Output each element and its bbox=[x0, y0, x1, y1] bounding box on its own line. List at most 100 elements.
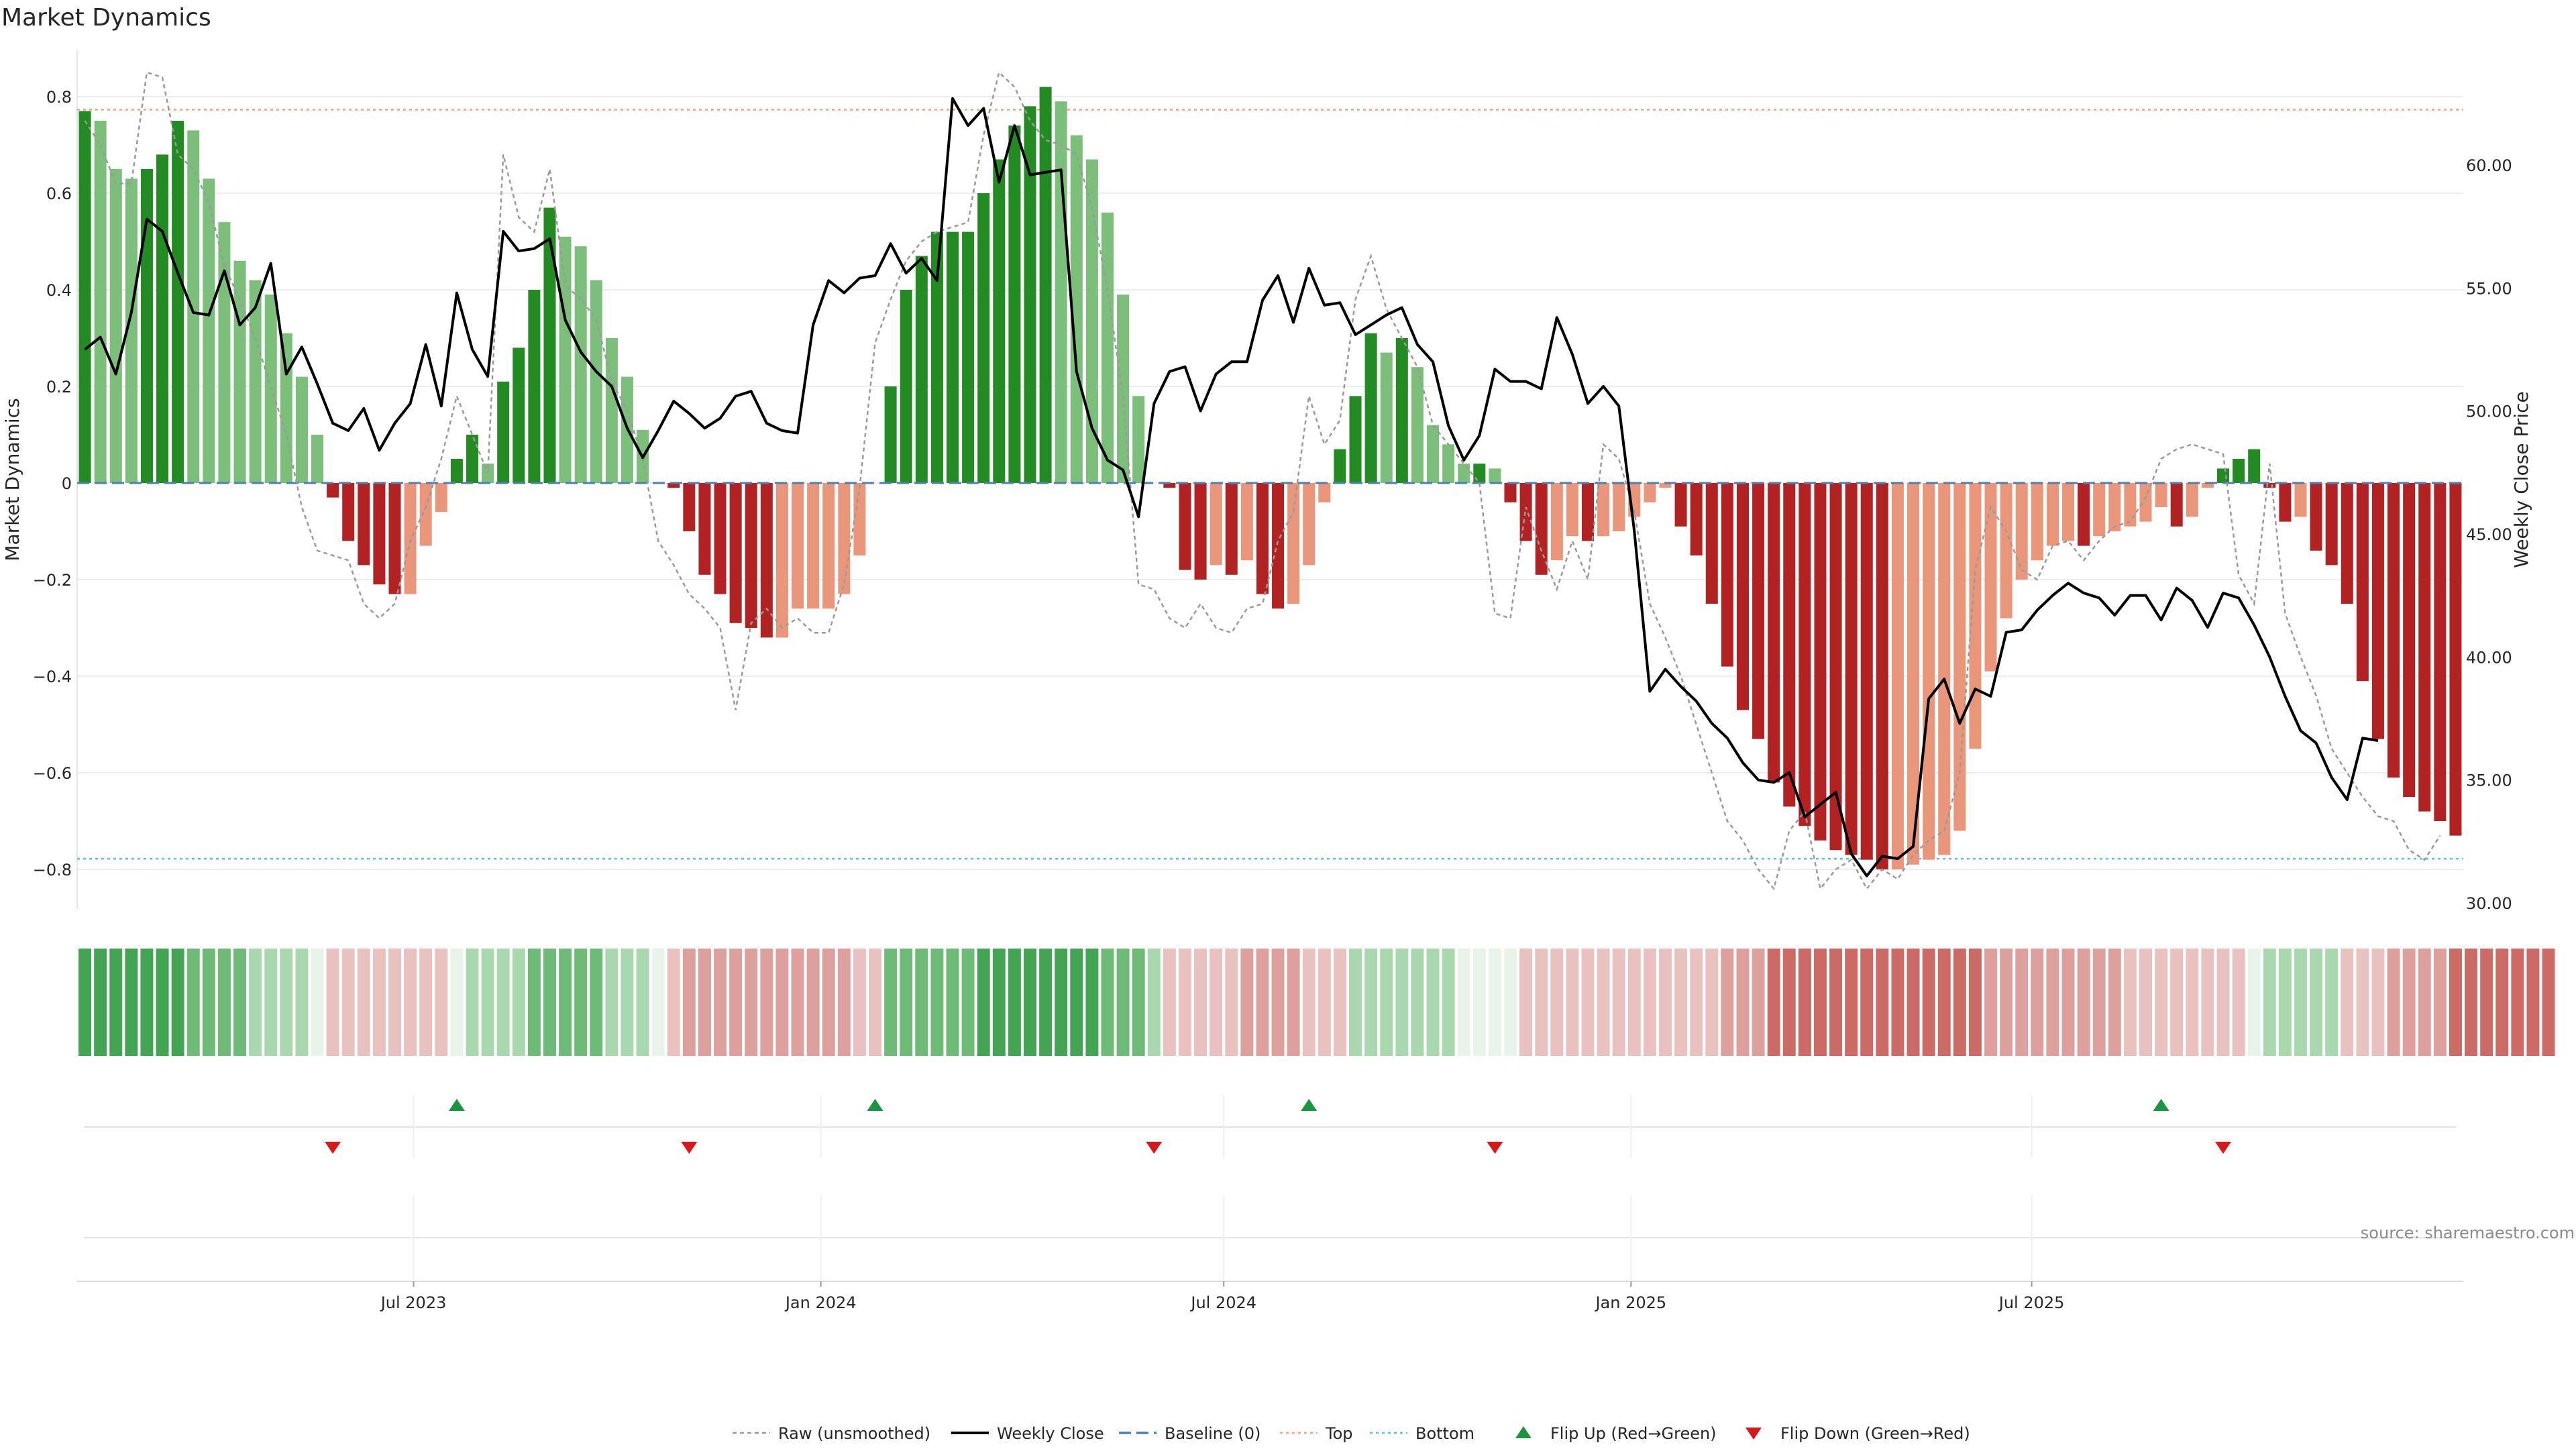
market-dynamics-bar bbox=[2015, 483, 2028, 580]
regime-strip-cell bbox=[2278, 949, 2292, 1056]
regime-strip-cell bbox=[1380, 949, 1393, 1056]
market-dynamics-bar bbox=[2341, 483, 2353, 604]
regime-strip-cell bbox=[590, 949, 603, 1056]
legend-swatch-flip-down bbox=[1746, 1428, 1762, 1440]
market-dynamics-bar bbox=[1829, 483, 1842, 851]
regime-strip-cell bbox=[1225, 949, 1238, 1056]
regime-strip-cell bbox=[2418, 949, 2431, 1056]
market-dynamics-bar bbox=[404, 483, 417, 594]
regime-strip-cell bbox=[714, 949, 727, 1056]
regime-strip-cell bbox=[946, 949, 959, 1056]
market-dynamics-bar bbox=[2170, 483, 2183, 527]
market-dynamics-bar bbox=[900, 290, 912, 483]
market-dynamics-bar bbox=[1938, 483, 1951, 855]
regime-strip-cell bbox=[1070, 949, 1083, 1056]
market-dynamics-bar bbox=[1395, 338, 1408, 483]
regime-strip-cell bbox=[884, 949, 898, 1056]
market-dynamics-bar bbox=[1055, 101, 1067, 483]
regime-strip-cell bbox=[233, 949, 246, 1056]
regime-strip-cell bbox=[264, 949, 278, 1056]
x-tick-label: Jul 2025 bbox=[1998, 1293, 2065, 1312]
regime-strip-cell bbox=[1132, 949, 1145, 1056]
market-dynamics-bar bbox=[466, 435, 478, 483]
regime-strip-cell bbox=[1612, 949, 1625, 1056]
regime-strip-cell bbox=[2402, 949, 2416, 1056]
market-dynamics-bar bbox=[807, 483, 820, 609]
market-dynamics-bar bbox=[1969, 483, 1982, 749]
regime-strip-cell bbox=[1891, 949, 1904, 1056]
regime-strip-cell bbox=[2449, 949, 2462, 1056]
market-dynamics-bar bbox=[342, 483, 355, 541]
x-tick-label: Jul 2024 bbox=[1189, 1293, 1256, 1312]
regime-strip-cell bbox=[1922, 949, 1935, 1056]
market-dynamics-bar bbox=[760, 483, 773, 638]
left-tick-label: 0 bbox=[62, 474, 72, 493]
regime-strip-cell bbox=[435, 949, 448, 1056]
legend-item-baseline: Baseline (0) bbox=[1119, 1424, 1260, 1443]
flip-up-marker bbox=[2153, 1099, 2169, 1111]
legend-item-top: Top bbox=[1280, 1424, 1353, 1443]
market-dynamics-bar bbox=[2124, 483, 2137, 527]
flip-marker-panel bbox=[84, 1095, 2457, 1158]
market-dynamics-bar bbox=[2155, 483, 2167, 507]
market-dynamics-bar bbox=[2310, 483, 2322, 551]
regime-strip-cell bbox=[822, 949, 835, 1056]
raw-unsmoothed-line bbox=[84, 70, 2441, 891]
market-dynamics-bar bbox=[1736, 483, 1749, 710]
market-dynamics-bar bbox=[884, 386, 897, 483]
market-dynamics-bar bbox=[1240, 483, 1253, 561]
market-dynamics-bar bbox=[745, 483, 757, 628]
regime-strip-cell bbox=[2263, 949, 2276, 1056]
flip-down-marker bbox=[681, 1142, 698, 1154]
market-dynamics-bar bbox=[605, 338, 618, 483]
market-dynamics-bar bbox=[915, 256, 928, 483]
market-dynamics-bar bbox=[1163, 483, 1176, 488]
regime-strip-cell bbox=[1333, 949, 1346, 1056]
empty-panel bbox=[77, 1195, 2463, 1282]
market-dynamics-bar bbox=[1581, 483, 1595, 541]
market-dynamics-bar bbox=[94, 121, 107, 483]
regime-strip-cell bbox=[2542, 949, 2555, 1056]
regime-strip-cell bbox=[621, 949, 634, 1056]
market-dynamics-bar bbox=[1535, 483, 1548, 575]
regime-strip-cell bbox=[682, 949, 696, 1056]
regime-strip-cell bbox=[760, 949, 773, 1056]
line-series bbox=[84, 70, 2441, 891]
regime-strip-cell bbox=[1411, 949, 1424, 1056]
market-dynamics-bar bbox=[2233, 459, 2245, 483]
regime-strip-cell bbox=[2170, 949, 2184, 1056]
market-dynamics-bar bbox=[1442, 444, 1455, 483]
market-dynamics-bar bbox=[962, 231, 975, 483]
legend-swatch-flip-up bbox=[1515, 1426, 1532, 1438]
reference-lines bbox=[77, 109, 2463, 860]
right-tick-label: 45.00 bbox=[2466, 525, 2512, 544]
regime-strip-cell bbox=[1659, 949, 1672, 1056]
market-dynamics-bar bbox=[1473, 464, 1486, 483]
market-dynamics-bar bbox=[667, 483, 680, 488]
regime-strip-cell bbox=[1442, 949, 1455, 1056]
market-dynamics-bar bbox=[2248, 449, 2261, 483]
market-dynamics-bar bbox=[1318, 483, 1331, 502]
market-dynamics-bar bbox=[358, 483, 370, 566]
regime-strip-cell bbox=[1395, 949, 1409, 1056]
market-dynamics-bar bbox=[977, 193, 990, 483]
regime-strip-cell bbox=[1240, 949, 1254, 1056]
regime-strip-cell bbox=[1721, 949, 1734, 1056]
legend-item-flip_up: Flip Up (Red→Green) bbox=[1515, 1424, 1717, 1443]
market-dynamics-bar bbox=[1008, 125, 1021, 483]
regime-strip-cell bbox=[1116, 949, 1130, 1056]
legend-item-flip_down: Flip Down (Green→Red) bbox=[1746, 1424, 1970, 1443]
market-dynamics-bar bbox=[233, 260, 246, 483]
market-dynamics-bar bbox=[946, 231, 959, 483]
regime-strip-cell bbox=[791, 949, 804, 1056]
regime-strip-cell bbox=[1210, 949, 1223, 1056]
market-dynamics-bar bbox=[450, 459, 463, 483]
market-dynamics-bar bbox=[2263, 483, 2276, 488]
market-dynamics-bar bbox=[930, 231, 943, 483]
legend-item-raw: Raw (unsmoothed) bbox=[733, 1424, 930, 1443]
right-tick-label: 60.00 bbox=[2466, 156, 2512, 175]
regime-strip-cell bbox=[605, 949, 619, 1056]
regime-strip-cell bbox=[837, 949, 851, 1056]
regime-strip-cell bbox=[698, 949, 711, 1056]
market-dynamics-bar bbox=[2139, 483, 2152, 522]
